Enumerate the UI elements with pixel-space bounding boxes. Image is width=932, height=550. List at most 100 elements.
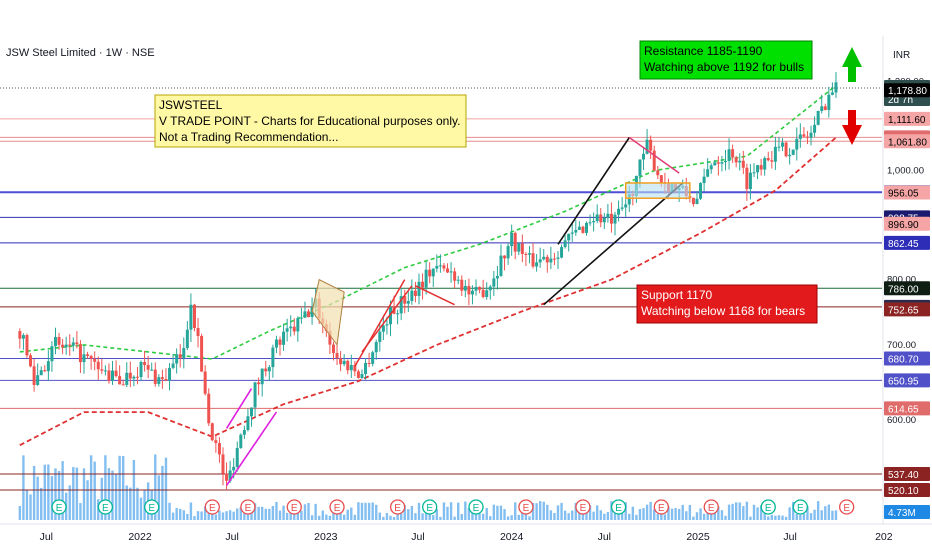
volume-bar — [421, 513, 424, 520]
candle-body — [61, 344, 65, 348]
candle-body — [139, 361, 143, 378]
volume-bar — [599, 510, 602, 520]
candle-body — [342, 360, 346, 365]
volume-bar — [745, 501, 749, 520]
candle-body — [146, 365, 150, 370]
candle-body — [552, 258, 556, 260]
candle-body — [460, 279, 464, 291]
annotation-background — [639, 40, 813, 80]
candle-body — [399, 296, 403, 314]
volume-bar — [321, 510, 324, 520]
annotation-text: V TRADE POINT - Charts for Educational p… — [159, 114, 460, 128]
candle-body — [645, 139, 649, 154]
candle-body — [545, 256, 549, 263]
volume-bar — [114, 474, 118, 520]
candle-body — [478, 286, 482, 290]
volume-bar — [40, 487, 43, 520]
chart-title: JSW Steel Limited · 1W · NSE — [6, 47, 155, 59]
candle-body — [599, 214, 603, 223]
volume-bar — [239, 507, 243, 520]
volume-bar — [310, 515, 314, 520]
candle-body — [143, 361, 147, 366]
candle-body — [752, 172, 756, 174]
volume-bar — [189, 502, 193, 520]
volume-bar — [268, 508, 271, 520]
candle-body — [335, 353, 339, 359]
earnings-marker — [839, 499, 855, 515]
volume-bar — [285, 512, 289, 520]
earnings-marker-label: E — [843, 503, 850, 514]
volume-bar — [442, 502, 446, 520]
candle-body — [346, 360, 350, 371]
candle-body — [467, 285, 471, 295]
volume-bar — [47, 464, 50, 520]
candle-body — [68, 344, 72, 346]
volume-bar — [567, 513, 570, 520]
candle-body — [153, 369, 157, 384]
volume-bar — [32, 465, 36, 520]
candle-body — [57, 337, 61, 345]
volume-bar — [631, 506, 635, 520]
candle-body — [196, 328, 200, 336]
volume-bar — [624, 502, 627, 520]
candle-body — [164, 379, 168, 381]
volume-bar — [538, 501, 542, 520]
volume-bar — [731, 503, 734, 520]
price-label-background — [884, 373, 930, 388]
candle-body — [135, 376, 139, 378]
volume-bar — [357, 502, 360, 520]
candle-body — [228, 470, 232, 481]
volume-bar — [563, 510, 567, 520]
volume-bar — [100, 477, 104, 520]
price-label-text: 680.70 — [888, 355, 919, 366]
candle-body — [741, 160, 745, 168]
volume-bar — [806, 506, 809, 520]
candle-body — [132, 376, 136, 379]
earnings-marker — [204, 499, 220, 515]
volume-bar — [492, 504, 496, 520]
candle-body — [178, 354, 182, 358]
volume-bar — [392, 516, 396, 520]
volume-bar — [799, 514, 802, 520]
candle-body — [29, 355, 33, 367]
price-label-background — [884, 401, 930, 416]
earnings-marker — [703, 499, 719, 515]
price-label-text: 956.05 — [888, 189, 919, 200]
volume-bar — [236, 508, 239, 520]
volume-bar — [670, 508, 674, 520]
volume-bar — [72, 467, 75, 520]
candle-body — [257, 382, 261, 385]
volume-bar — [193, 516, 196, 520]
up-arrow-icon — [842, 47, 862, 82]
volume-bar — [378, 512, 381, 520]
volume-bar — [759, 505, 763, 520]
volume-bar — [250, 509, 253, 520]
candle-body — [285, 328, 289, 332]
candle-body — [617, 208, 621, 215]
black-trendline-upper — [557, 137, 630, 245]
volume-bar — [410, 505, 414, 520]
price-label-background — [884, 83, 930, 98]
price-label-subtext: 2d 7h — [888, 95, 913, 106]
volume-bar — [635, 514, 638, 520]
volume-bar — [407, 509, 410, 520]
volume-bar — [667, 506, 670, 520]
volume-bar — [417, 502, 421, 520]
volume-bar — [382, 516, 385, 520]
candle-body — [364, 362, 368, 375]
candle-body — [168, 367, 172, 381]
volume-bar — [460, 513, 463, 520]
volume-bar — [385, 513, 389, 520]
volume-bar — [157, 475, 161, 520]
price-label-text: 614.65 — [888, 404, 919, 415]
annotation-box: JSWSTEEL V TRADE POINT - Charts for Educa… — [154, 94, 467, 148]
price-label-text: 537.40 — [888, 470, 919, 481]
lower-channel-line — [19, 136, 837, 446]
earnings-marker-label: E — [473, 503, 480, 514]
candle-body — [481, 289, 485, 298]
candle-body — [78, 344, 82, 363]
earnings-marker — [97, 499, 114, 515]
candle-body — [307, 311, 311, 318]
